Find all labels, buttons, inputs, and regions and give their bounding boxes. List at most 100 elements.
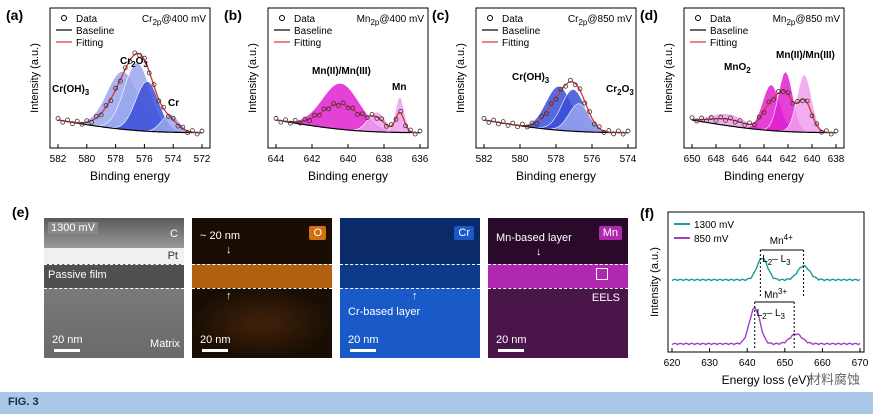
data-point (496, 121, 501, 127)
spectrum-1300 (671, 257, 861, 282)
peak-label: Cr2O3 (606, 84, 634, 97)
legend-data-label: Data (294, 14, 316, 25)
panel-title: Cr2p@400 mV (142, 14, 206, 27)
fitting-curve (483, 81, 628, 134)
fitting-curve (275, 103, 420, 134)
x-tick-label: 582 (50, 154, 67, 165)
mn-arrow-down-icon: ↓ (536, 246, 542, 258)
mn-tag: Mn (598, 226, 622, 240)
data-point (828, 131, 834, 137)
x-tick-label: 638 (828, 154, 845, 165)
plot-frame (667, 211, 865, 353)
data-point (108, 98, 114, 104)
tem-voltage-label: 1300 mV (48, 222, 99, 234)
data-point (548, 101, 554, 107)
y-axis-label: Intensity (a.u.) (247, 43, 259, 113)
legend-data-marker (695, 15, 701, 21)
cr-scale-label: 20 nm (348, 334, 379, 346)
x-tick-label: 580 (78, 154, 95, 165)
l2-l3-label-850: L2– L3 (757, 308, 786, 321)
legend-data-marker (61, 15, 67, 21)
data-point (60, 119, 66, 125)
figure-caption-bar: FIG. 3 (0, 392, 873, 414)
data-point (165, 113, 171, 119)
tem-pt-label: Pt (167, 250, 178, 262)
data-point (297, 120, 303, 126)
data-point (383, 123, 389, 129)
data-point (393, 116, 399, 122)
data-point (601, 130, 607, 135)
data-point (170, 115, 176, 121)
data-point (161, 104, 167, 110)
data-point (491, 117, 496, 123)
data-point (611, 131, 617, 137)
data-point (398, 108, 404, 114)
mn-scale-label: 20 nm (496, 334, 527, 346)
o-scale-label: 20 nm (200, 334, 231, 346)
legend-baseline-label: Baseline (710, 26, 749, 37)
data-point (780, 89, 786, 94)
peak-label: Cr(OH)3 (512, 72, 550, 85)
data-point (699, 115, 704, 121)
x-tick-label: 582 (476, 154, 493, 165)
panel-title: Mn2p@850 mV (773, 14, 841, 27)
data-point (544, 111, 549, 117)
panel-title: Cr2p@850 mV (568, 14, 632, 27)
eels-o-map: ~ 20 nm ↓ ↑ O 20 nm (192, 218, 332, 358)
mn-layer-label: Mn-based layer (496, 232, 572, 244)
data-point (500, 119, 506, 125)
peak-label: Cr(OH)3 (52, 84, 90, 97)
data-point (379, 116, 385, 122)
data-point (481, 116, 487, 121)
panel-label: (b) (224, 7, 242, 23)
data-point (65, 117, 70, 123)
data-point (364, 115, 370, 120)
data-point (278, 119, 284, 125)
data-point (756, 114, 762, 120)
panel-label: (d) (640, 7, 658, 23)
data-point (74, 118, 80, 124)
data-point (141, 55, 147, 61)
data-point (819, 129, 825, 135)
data-point (307, 118, 312, 123)
x-axis-label: Binding energy (90, 169, 170, 183)
watermark-text: 材料腐蚀 (808, 372, 860, 387)
o-thickness-label: ~ 20 nm (200, 230, 241, 242)
data-point (606, 128, 612, 133)
data-point (326, 106, 332, 112)
cr-scale-bar (350, 349, 376, 352)
data-point (524, 124, 530, 130)
data-point (567, 77, 573, 83)
data-point (189, 128, 195, 134)
eels-roi-box (596, 268, 608, 280)
peak-label: Cr (168, 98, 179, 109)
data-point (766, 99, 772, 105)
peak-label: Mn (392, 82, 406, 93)
data-point (55, 116, 61, 121)
baseline-curve (57, 119, 202, 134)
y-axis-label: Intensity (a.u.) (455, 43, 467, 113)
mn-scale-bar (498, 349, 524, 352)
data-point (591, 121, 597, 127)
data-point (747, 120, 752, 126)
x-tick-label: 636 (412, 154, 429, 165)
data-point (331, 101, 336, 106)
data-point (775, 89, 781, 94)
xps-chart: (a) Intensity (a.u.) Binding energy 582 580 5… (6, 7, 211, 183)
y-axis-label: Intensity (a.u.) (649, 247, 661, 317)
data-point (350, 105, 356, 111)
data-point (118, 78, 123, 84)
fitting-curve (57, 52, 203, 134)
panel-f: (f) Intensity (a.u.) Energy loss (eV) 620 63… (636, 200, 873, 392)
data-point (336, 103, 341, 108)
peak-label: Cr2O3 (120, 56, 148, 69)
data-point (79, 121, 85, 127)
legend-fitting-label: Fitting (502, 38, 529, 49)
data-point (732, 119, 738, 125)
data-point (302, 116, 308, 122)
y-axis-label: Intensity (a.u.) (663, 43, 675, 113)
legend-fitting-label: Fitting (294, 38, 321, 49)
figure-caption: FIG. 3 (8, 396, 39, 408)
x-tick-label: 574 (165, 154, 182, 165)
data-point (103, 103, 109, 108)
